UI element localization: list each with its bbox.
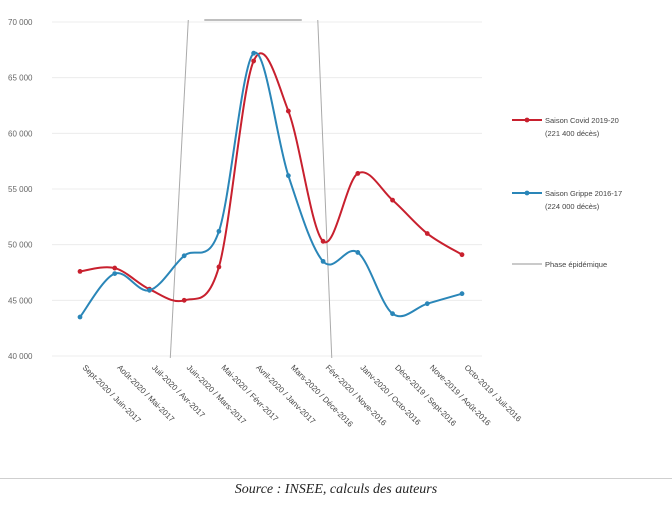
- x-tick-label: Sept-2020 / Juin-2017: [81, 363, 143, 425]
- covid-point: [112, 265, 118, 271]
- flu-point: [355, 250, 361, 255]
- covid-point: [251, 58, 257, 64]
- x-tick-label: Nove-2019 / Août-2016: [428, 363, 493, 428]
- covid-point: [320, 238, 326, 244]
- flu-point: [320, 258, 326, 264]
- flu-point: [251, 50, 257, 56]
- phase-start-line: [169, 19, 189, 359]
- flu-point: [390, 311, 395, 317]
- flu-point: [424, 301, 430, 307]
- flu-series-line: [79, 51, 463, 318]
- flu-point: [147, 287, 152, 293]
- flu-point: [181, 253, 187, 259]
- flu-legend-sublabel: (224 000 décès): [545, 202, 600, 211]
- y-axis: 40 000 45 000 50 000 55 000 60 000 65 000 70 0…: [8, 18, 33, 361]
- covid-point: [181, 297, 187, 303]
- chart-grid: [52, 21, 482, 357]
- x-tick-label: Mars-2020 / Déce-2016: [289, 363, 355, 429]
- phase-end-line: [317, 19, 333, 359]
- y-tick-label: 55 000: [8, 185, 33, 194]
- y-tick-label: 45 000: [8, 296, 33, 305]
- phase-legend-label: Phase épidémique: [545, 260, 607, 269]
- covid-point: [355, 171, 361, 176]
- flu-legend-marker: [524, 190, 530, 196]
- flu-point: [216, 228, 222, 234]
- covid-legend-sublabel: (221 400 décès): [545, 129, 600, 138]
- flu-point: [112, 271, 118, 277]
- x-tick-label: Janv-2020 / Octo-2016: [358, 363, 422, 427]
- source-caption: Source : INSEE, calculs des auteurs: [234, 482, 438, 497]
- flu-point: [77, 314, 83, 320]
- y-tick-label: 40 000: [8, 352, 33, 361]
- flu-point: [459, 291, 465, 297]
- line-chart: 40 000 45 000 50 000 55 000 60 000 65 000 70 0…: [8, 18, 622, 429]
- epidemic-phase-lines: [169, 19, 333, 359]
- covid-point: [285, 108, 291, 114]
- chart-legend: Saison Covid 2019-20 (221 400 décès) Saiso…: [512, 116, 622, 269]
- x-tick-label: Mai-2020 / Févr-2017: [219, 363, 280, 424]
- covid-point: [424, 231, 430, 236]
- x-tick-label: Avril-2020 / Janv-2017: [254, 363, 317, 426]
- covid-point: [459, 252, 465, 258]
- flu-point: [285, 173, 291, 179]
- flu-legend-label: Saison Grippe 2016-17: [545, 189, 622, 198]
- y-tick-label: 65 000: [8, 74, 33, 83]
- chart-series: [77, 50, 465, 320]
- bottom-rule: [0, 478, 672, 479]
- x-tick-label: Août-2020 / Mai-2017: [115, 363, 176, 424]
- covid-point: [77, 268, 83, 274]
- x-tick-label: Octo-2019 / Juil-2016: [463, 363, 524, 424]
- covid-point: [216, 264, 222, 270]
- y-tick-label: 70 000: [8, 18, 33, 27]
- covid-point: [390, 197, 395, 203]
- covid-legend-label: Saison Covid 2019-20: [545, 116, 619, 125]
- x-tick-label: Févr-2020 / Nove-2016: [324, 363, 389, 428]
- covid-legend-marker: [524, 117, 530, 123]
- x-tick-label: Juin-2020 / Mars-2017: [185, 363, 248, 426]
- y-tick-label: 60 000: [8, 129, 33, 138]
- y-tick-label: 50 000: [8, 241, 33, 250]
- covid-series-line: [79, 52, 463, 303]
- x-tick-label: Déce-2019 / Sept-2016: [393, 363, 458, 428]
